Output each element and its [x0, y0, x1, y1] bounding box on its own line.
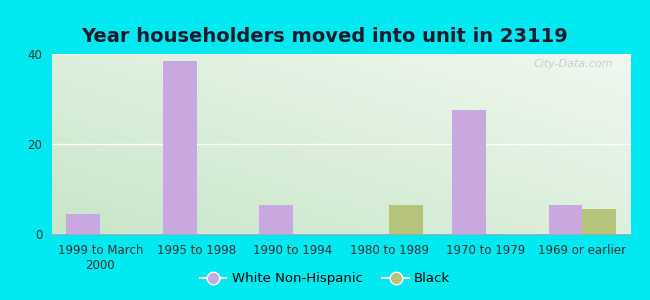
Legend: White Non-Hispanic, Black: White Non-Hispanic, Black [194, 267, 456, 290]
Bar [452, 110, 486, 234]
Bar [163, 61, 196, 234]
Bar [259, 205, 293, 234]
Text: City-Data.com: City-Data.com [534, 59, 613, 69]
Bar [582, 209, 616, 234]
Text: Year householders moved into unit in 23119: Year householders moved into unit in 231… [82, 26, 568, 46]
Bar [66, 214, 100, 234]
Bar [389, 205, 423, 234]
Bar [549, 205, 582, 234]
